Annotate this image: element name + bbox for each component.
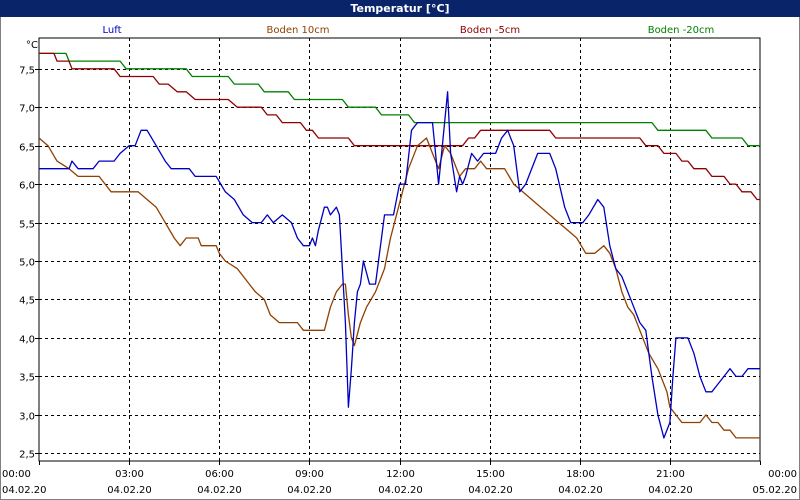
x-tick-date-label: 04.02.20 xyxy=(468,485,513,496)
y-tick-label: 4,0 xyxy=(19,335,35,346)
legend-entry: Boden -5cm xyxy=(460,25,520,36)
legend-entry: Luft xyxy=(103,25,122,36)
x-tick-date-label: 04.02.20 xyxy=(2,485,47,496)
y-tick-label: 4,5 xyxy=(19,296,35,307)
x-tick-time-label: 18:00 xyxy=(566,469,595,480)
x-tick-time-label: 03:00 xyxy=(115,469,144,480)
grid-lines xyxy=(39,38,760,461)
legend: Luft Boden 10cm Boden -5cm Boden -20cm xyxy=(103,25,715,36)
x-tick-time-label: 12:00 xyxy=(386,469,415,480)
y-axis-ticks: 2,5 3,0 3,5 4,0 4,5 5,0 5,5 6,0 6,5 7,0 7,5 xyxy=(19,66,39,461)
y-axis-unit-label: °C xyxy=(26,40,38,51)
x-tick-date-label: 04.02.20 xyxy=(558,485,603,496)
x-tick-time-label: 21:00 xyxy=(656,469,685,480)
y-tick-label: 3,0 xyxy=(19,412,35,423)
x-tick-date-label: 04.02.20 xyxy=(287,485,332,496)
x-tick-date-label: 04.02.20 xyxy=(107,485,152,496)
legend-entry: Boden 10cm xyxy=(267,25,330,36)
x-tick-date-label: 04.02.20 xyxy=(648,485,693,496)
x-tick-date-label: 04.02.20 xyxy=(378,485,423,496)
chart-title-bar: Temperatur [°C] xyxy=(0,0,800,17)
legend-entry: Boden -20cm xyxy=(648,25,715,36)
plot-area-border xyxy=(38,37,761,462)
y-tick-label: 5,5 xyxy=(19,220,35,231)
x-tick-time-label: 09:00 xyxy=(295,469,324,480)
y-tick-label: 6,0 xyxy=(19,181,35,192)
x-tick-time-label: 15:00 xyxy=(476,469,505,480)
y-tick-label: 5,0 xyxy=(19,258,35,269)
series-lines xyxy=(38,52,760,439)
x-axis-ticks: 00:00 04.02.20 03:00 04.02.20 06:00 04.02.20 0… xyxy=(2,461,797,496)
y-tick-label: 3,5 xyxy=(19,373,35,384)
series-line xyxy=(39,91,760,439)
x-tick-date-label: 04.02.20 xyxy=(197,485,242,496)
y-tick-label: 6,5 xyxy=(19,143,35,154)
x-tick-date-label: 05.02.20 xyxy=(752,485,797,496)
y-tick-label: 2,5 xyxy=(19,450,35,461)
series-line xyxy=(39,52,760,147)
chart-title: Temperatur [°C] xyxy=(350,2,450,15)
y-tick-label: 7,0 xyxy=(19,104,35,115)
series-line xyxy=(38,137,760,439)
y-tick-label: 7,5 xyxy=(19,66,35,77)
x-tick-time-label: 00:00 xyxy=(2,469,31,480)
x-tick-time-label: 00:00 xyxy=(768,469,797,480)
series-line xyxy=(39,52,760,201)
x-tick-time-label: 06:00 xyxy=(205,469,234,480)
